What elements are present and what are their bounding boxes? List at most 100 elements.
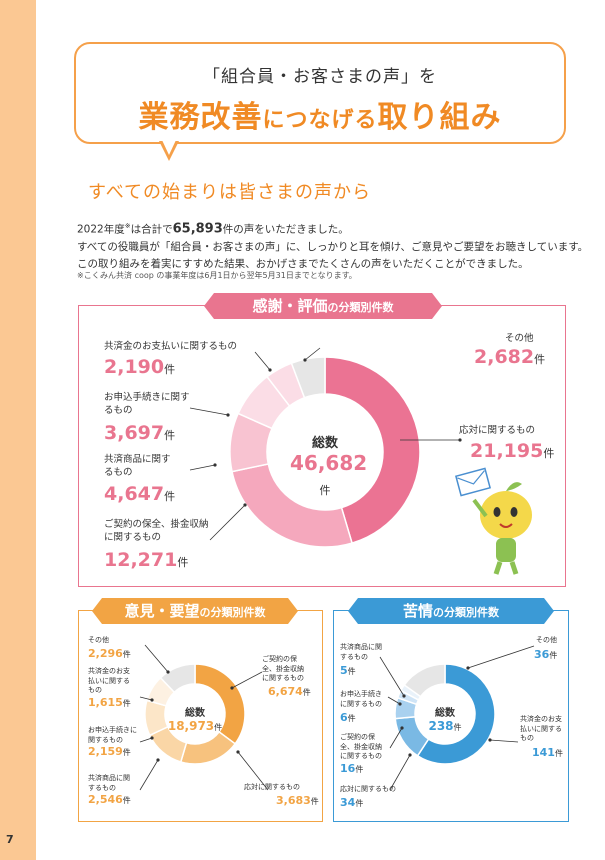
complaint-total: 238: [428, 719, 454, 733]
intro-text-c: 件の声をいただきました。: [222, 223, 349, 236]
leader-line: [189, 464, 216, 471]
title-bubble: 「組合員・お客さまの声」を 業務改善につなげる取り組み: [74, 42, 566, 144]
thanks-label-payment: 共済金のお支払いに関するもの: [104, 341, 238, 352]
mascot-illustration: [455, 467, 532, 575]
donut-slice: [290, 356, 326, 399]
thanks-total: 46,682: [290, 451, 368, 475]
bubble-tail-inner: [162, 140, 176, 155]
thanks-label-application: お申込手続きに関するもの: [104, 392, 190, 416]
thanks-ribbon: 感謝・評価の分類別件数: [204, 293, 442, 319]
side-color-bar: [0, 0, 36, 860]
leader-line: [189, 407, 229, 416]
complaint-total-unit: 件: [453, 723, 462, 732]
leader-dot: [458, 438, 462, 442]
opinion-label-payment: 共済金のお支払いに関するもの: [88, 667, 130, 694]
intro-year: 2022年度: [77, 223, 125, 236]
intro-text: 2022年度※は合計で65,893件の声をいただきました。 すべての役職員が「組…: [77, 218, 597, 273]
opinion-value-payment: 1,615件: [88, 696, 131, 709]
page-number: 7: [6, 833, 14, 846]
complaint-label-application: お申込手続きに関するもの: [340, 690, 382, 708]
thanks-title-suffix: の分類別件数: [327, 301, 394, 314]
thanks-label-response: 応対に関するもの: [459, 425, 536, 436]
donut-slice: [416, 663, 496, 765]
thanks-value-other: 2,682件: [474, 346, 546, 368]
leader-line: [231, 671, 263, 689]
mascot-legs: [493, 561, 519, 575]
leader-dot: [408, 753, 412, 757]
title-main: 業務改善につなげる取り組み: [76, 92, 564, 136]
mascot-head: [480, 491, 532, 539]
leader-line: [379, 656, 405, 697]
opinion-value-application: 2,159件: [88, 745, 131, 758]
opinion-label-response: 応対に関するもの: [244, 783, 300, 791]
leader-line: [389, 727, 403, 749]
opinion-label-other: その他: [88, 636, 109, 644]
leader-dot: [402, 694, 406, 698]
opinion-label-contract: ご契約の保全、掛金収納に関するもの: [262, 655, 304, 682]
complaint-label-payment: 共済金のお支払いに関するもの: [520, 715, 562, 742]
section-heading: すべての始まりは皆さまの声から: [88, 182, 372, 203]
mascot-envelope-flap: [457, 470, 485, 485]
mascot-mouth: [499, 523, 513, 528]
leader-line: [387, 696, 401, 705]
complaint-label-contract: ご契約の保全、掛金収納に関するもの: [340, 733, 382, 760]
opinion-ribbon: 意見・要望の分類別件数: [92, 598, 298, 624]
leader-dot: [226, 413, 230, 417]
leader-line: [139, 696, 153, 701]
leader-dot: [398, 702, 402, 706]
opinion-center-label: 総数: [185, 708, 205, 719]
complaint-ribbon: 苦情の分類別件数: [348, 598, 554, 624]
thanks-label-other: その他: [505, 333, 534, 344]
mascot-eye-left: [493, 507, 501, 517]
complaint-label-product: 共済商品に関するもの: [340, 643, 382, 661]
leader-line: [237, 751, 269, 791]
intro-text-b: は合計で: [130, 223, 173, 236]
title-main-a: 業務改善: [138, 100, 263, 135]
leader-dot: [236, 750, 240, 754]
leader-line: [489, 739, 519, 743]
thanks-value-payment: 2,190件: [104, 356, 176, 378]
complaint-value-application: 6件: [340, 711, 356, 724]
thanks-title: 感謝・評価: [252, 297, 328, 315]
leader-dot: [150, 736, 154, 740]
thanks-center: 総数 46,682 件: [290, 432, 367, 503]
complaint-value-payment: 141件: [532, 746, 563, 759]
title-subtitle: 「組合員・お客さまの声」を: [203, 67, 437, 87]
leader-line: [139, 737, 153, 743]
leader-dot: [466, 666, 470, 670]
leader-dot: [303, 358, 307, 362]
intro-line-2: すべての役職員が「組合員・お客さまの声」に、しっかりと耳を傾け、ご意見やご要望を…: [77, 240, 589, 253]
leader-dot: [166, 670, 170, 674]
thanks-value-product: 4,647件: [104, 483, 176, 505]
opinion-value-product: 2,546件: [88, 793, 131, 806]
donut-slice: [403, 663, 446, 698]
leader-line: [209, 504, 246, 541]
intro-line-3: この取り組みを着実にすすめた結果、おかげさまでたくさんの声をいただくことができま…: [77, 257, 529, 270]
intro-line-1: 2022年度※は合計で65,893件の声をいただきました。: [77, 218, 597, 239]
leader-dot: [156, 758, 160, 762]
leader-dot: [213, 463, 217, 467]
mascot-envelope: [455, 467, 491, 497]
leader-line: [467, 645, 535, 669]
mascot-body: [496, 538, 516, 562]
thanks-value-contract: 12,271件: [104, 549, 189, 571]
complaint-label-other: その他: [536, 636, 557, 644]
leader-dot: [268, 368, 272, 372]
complaint-value-product: 5件: [340, 664, 356, 677]
intro-total: 65,893: [172, 221, 223, 237]
opinion-value-response: 3,683件: [276, 794, 319, 807]
leader-line: [389, 754, 411, 791]
leader-line: [144, 644, 169, 673]
donut-slice: [324, 356, 421, 544]
opinion-total: 18,973: [167, 719, 215, 733]
opinion-title-suffix: の分類別件数: [199, 606, 266, 619]
complaint-title: 苦情: [402, 602, 433, 620]
mascot-leaf: [506, 482, 522, 491]
mascot-eye-right: [510, 507, 518, 517]
complaint-value-contract: 16件: [340, 762, 364, 775]
opinion-value-other: 2,296件: [88, 647, 131, 660]
complaint-center-label: 総数: [435, 708, 455, 719]
title-main-b: につなげる: [262, 108, 378, 133]
leader-line: [304, 347, 321, 361]
